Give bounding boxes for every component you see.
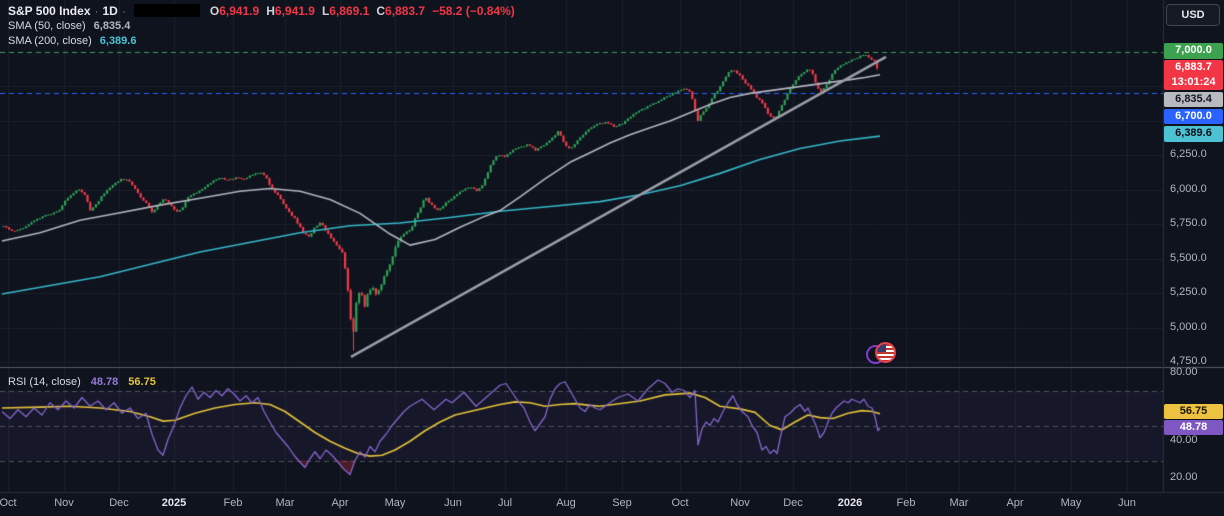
time-tick-label: Mar	[949, 497, 969, 509]
blue-level-badge: 6,700.0	[1164, 109, 1223, 124]
price-tick-label: 4,750.0	[1170, 355, 1207, 367]
rsi-ma-value: 56.75	[128, 375, 156, 388]
time-tick-label: Nov	[54, 497, 74, 509]
time-tick-label: Sep	[612, 497, 632, 509]
separator-dot: ·	[94, 3, 99, 18]
time-tick-label: 2025	[161, 497, 187, 509]
time-axis[interactable]: Oct Nov Dec 2025 Feb Mar Apr May Jun Jul Aug Sep Oct…	[0, 492, 1224, 516]
time-tick-label: Jul	[497, 497, 513, 509]
last-price-badge: 6,883.7 13:01:24	[1164, 60, 1223, 90]
currency-toggle-button[interactable]: USD	[1166, 4, 1220, 26]
rsi-value-badge: 48.78	[1164, 420, 1223, 435]
rsi-value: 48.78	[90, 375, 119, 388]
price-axis[interactable]: 6,250.0 6,000.0 5,750.0 5,500.0 5,250.0 5,000…	[1164, 0, 1224, 492]
redacted-label	[133, 4, 200, 17]
rsi-ma-badge: 56.75	[1164, 404, 1223, 419]
sma200-value: 6,389.6	[99, 34, 137, 47]
price-tick-label: 5,750.0	[1170, 217, 1207, 229]
time-tick-label: Jun	[444, 497, 462, 509]
time-tick-label: Nov	[730, 497, 750, 509]
us-flag-event-icon[interactable]	[866, 342, 900, 366]
time-tick-label: Aug	[556, 497, 576, 509]
rsi-tick-label: 40.00	[1170, 434, 1198, 446]
symbol-row: S&P 500 Index · 1D · O6,941.9 H6,941.9 L…	[8, 3, 515, 18]
price-tick-label: 5,500.0	[1170, 252, 1207, 264]
flag-canton	[877, 344, 886, 352]
main-legend: S&P 500 Index · 1D · O6,941.9 H6,941.9 L…	[8, 3, 515, 48]
price-tick-label: 6,000.0	[1170, 183, 1207, 195]
price-tick-label: 5,250.0	[1170, 286, 1207, 298]
time-tick-label: May	[384, 497, 406, 509]
low-value: L6,869.1	[321, 3, 370, 18]
price-tick-label: 6,250.0	[1170, 148, 1207, 160]
rsi-tick-label: 80.00	[1170, 366, 1198, 378]
time-tick-label: Mar	[275, 497, 295, 509]
sma50-value: 6,835.4	[93, 19, 131, 32]
time-tick-label: Apr	[331, 497, 349, 509]
time-tick-label: Dec	[783, 497, 803, 509]
sma200-legend[interactable]: SMA (200, close) 6,389.6	[8, 34, 137, 47]
time-tick-label: Jun	[1118, 497, 1136, 509]
high-value: H6,941.9	[266, 3, 315, 18]
time-tick-label: Feb	[223, 497, 243, 509]
time-tick-label: Oct	[0, 497, 17, 509]
time-tick-label: Oct	[671, 497, 689, 509]
price-tick-label: 5,000.0	[1170, 321, 1207, 333]
change-value: −58.2 (−0.84%)	[432, 3, 515, 18]
rsi-tick-label: 20.00	[1170, 471, 1198, 483]
separator-dot: ·	[121, 3, 126, 18]
close-value: C6,883.7	[376, 3, 426, 18]
sma50-legend[interactable]: SMA (50, close) 6,835.4	[8, 19, 131, 32]
sma200-price-badge: 6,389.6	[1164, 126, 1223, 142]
timeframe-label[interactable]: 1D	[102, 3, 118, 18]
open-value: O6,941.9	[209, 3, 260, 18]
time-tick-label: May	[1060, 497, 1082, 509]
rsi-legend[interactable]: RSI (14, close) 48.78 56.75	[8, 375, 156, 388]
alert-level-badge: 7,000.0	[1164, 43, 1223, 59]
sma50-price-badge: 6,835.4	[1164, 92, 1223, 107]
us-flag-icon	[875, 342, 896, 363]
time-tick-label: 2026	[837, 497, 863, 509]
time-tick-label: Apr	[1006, 497, 1024, 509]
symbol-title[interactable]: S&P 500 Index	[8, 3, 91, 18]
time-tick-label: Feb	[896, 497, 916, 509]
time-tick-label: Dec	[109, 497, 129, 509]
